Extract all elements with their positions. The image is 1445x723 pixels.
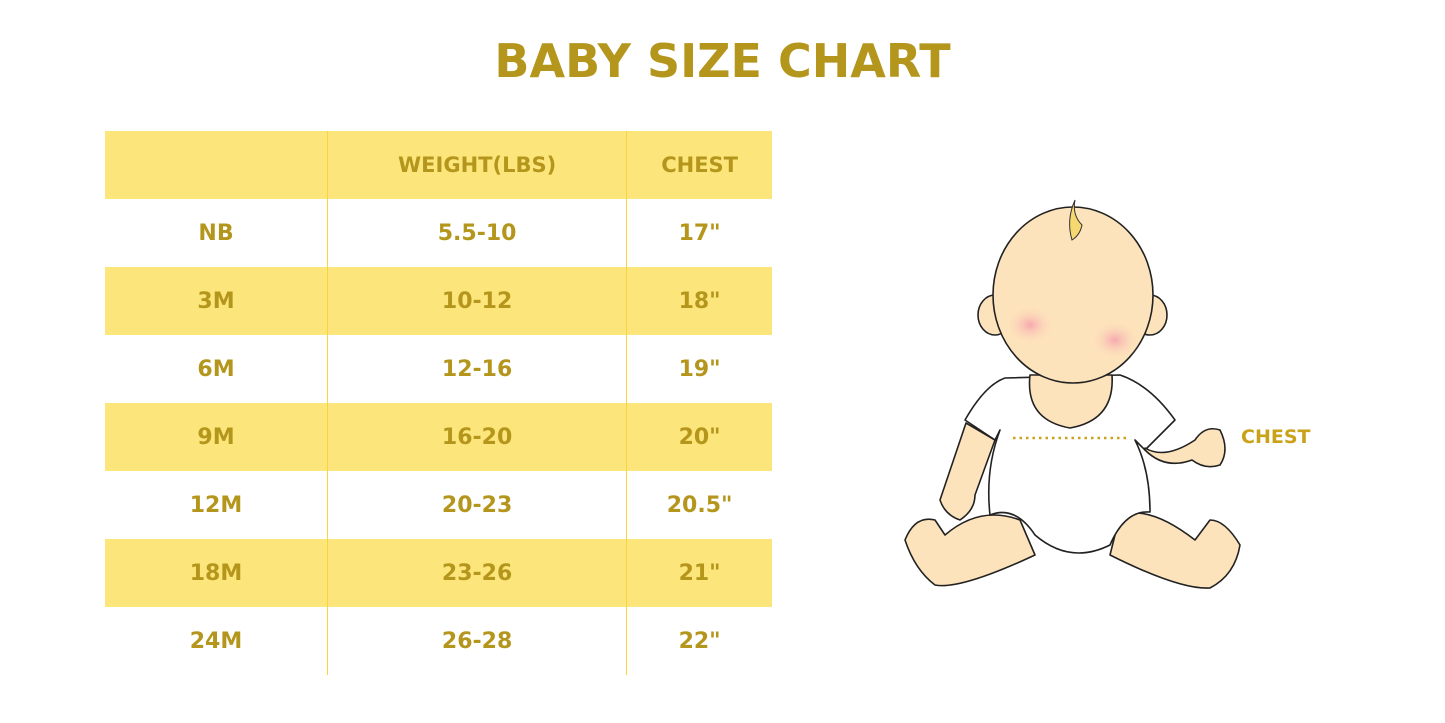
header-chest: CHEST <box>626 131 772 199</box>
page-title: BABY SIZE CHART <box>494 34 951 88</box>
size-cell: 6M <box>197 356 235 382</box>
neck <box>1028 374 1113 429</box>
weight-cell: 16-20 <box>326 403 627 471</box>
size-cell: 24M <box>189 628 243 654</box>
table-header-row: WEIGHT(LBS) CHEST <box>105 131 772 199</box>
weight-cell: 23-26 <box>326 539 627 607</box>
left-cheek <box>1005 305 1055 345</box>
size-cell: 3M <box>197 288 235 314</box>
table-row: 6M 12-16 19" <box>105 335 772 403</box>
size-cell: 9M <box>197 424 235 450</box>
header-weight: WEIGHT(LBS) <box>326 131 627 199</box>
table-row: 12M 20-23 20.5" <box>105 471 772 539</box>
table-row: 24M 26-28 22" <box>105 607 772 675</box>
chest-cell: 18" <box>626 267 772 335</box>
size-table: WEIGHT(LBS) CHEST NB 5.5-10 17" 3M 10-12 18"… <box>105 131 772 675</box>
weight-cell: 5.5-10 <box>326 199 627 267</box>
size-cell: NB <box>198 220 234 246</box>
size-cell: 18M <box>189 560 243 586</box>
table-row: 9M 16-20 20" <box>105 403 772 471</box>
chest-cell: 19" <box>626 335 772 403</box>
table-row: NB 5.5-10 17" <box>105 199 772 267</box>
right-cheek <box>1090 320 1140 360</box>
right-arm <box>1144 427 1226 468</box>
weight-cell: 26-28 <box>326 607 627 675</box>
table-row: 3M 10-12 18" <box>105 267 772 335</box>
table-row: 18M 23-26 21" <box>105 539 772 607</box>
right-leg <box>1109 512 1241 589</box>
chest-cell: 22" <box>626 607 772 675</box>
left-arm <box>939 422 996 521</box>
weight-cell: 20-23 <box>326 471 627 539</box>
chest-cell: 17" <box>626 199 772 267</box>
weight-cell: 12-16 <box>326 335 627 403</box>
chest-cell: 21" <box>626 539 772 607</box>
hair-curl <box>1069 199 1083 241</box>
weight-cell: 10-12 <box>326 267 627 335</box>
left-leg <box>904 514 1036 587</box>
onesie <box>964 374 1176 554</box>
chest-cell: 20" <box>626 403 772 471</box>
chest-cell: 20.5" <box>626 471 772 539</box>
chest-label: CHEST <box>1241 426 1311 448</box>
size-cell: 12M <box>189 492 243 518</box>
